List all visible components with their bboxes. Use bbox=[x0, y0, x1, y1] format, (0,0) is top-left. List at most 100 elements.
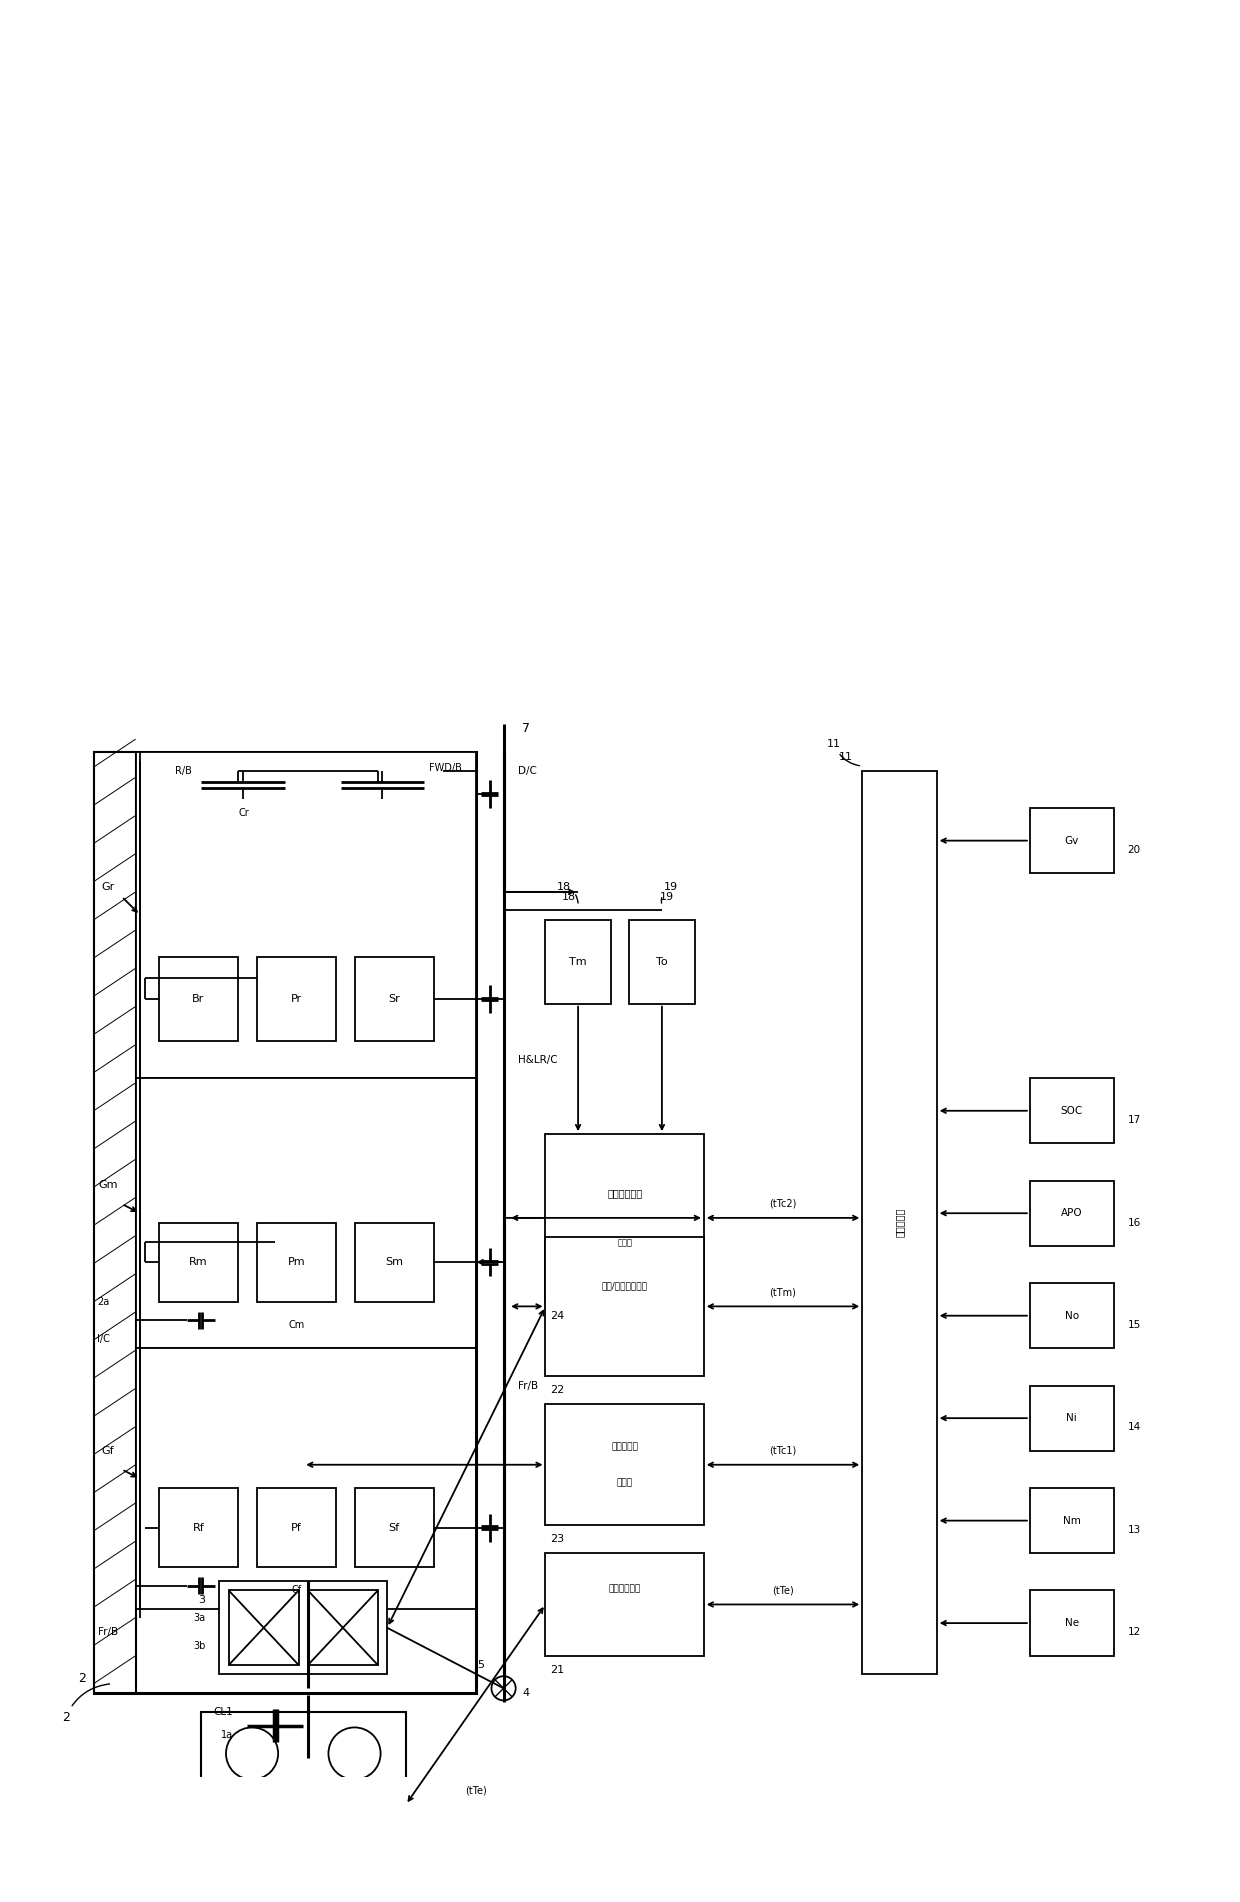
Bar bbox=[630, 921, 694, 1004]
Text: 1a: 1a bbox=[221, 1731, 233, 1740]
Text: (tTc1): (tTc1) bbox=[769, 1446, 796, 1455]
Text: 18: 18 bbox=[557, 883, 578, 903]
Bar bbox=[159, 1487, 238, 1567]
Text: Pf: Pf bbox=[291, 1524, 301, 1533]
Text: 17: 17 bbox=[1127, 1115, 1141, 1126]
Bar bbox=[1030, 1284, 1114, 1349]
Text: 13: 13 bbox=[1127, 1525, 1141, 1535]
Text: 15: 15 bbox=[1127, 1320, 1141, 1329]
Text: Cr: Cr bbox=[238, 808, 249, 818]
Text: 14: 14 bbox=[1127, 1423, 1141, 1432]
Bar bbox=[159, 1223, 238, 1301]
Text: Fr/B: Fr/B bbox=[517, 1381, 538, 1390]
Text: Rm: Rm bbox=[190, 1257, 208, 1267]
Text: 3b: 3b bbox=[193, 1641, 206, 1651]
Text: 2a: 2a bbox=[97, 1297, 109, 1307]
Text: FWD/B: FWD/B bbox=[429, 763, 463, 772]
Text: 控制器: 控制器 bbox=[616, 1478, 632, 1487]
Text: (tTc2): (tTc2) bbox=[769, 1198, 796, 1210]
Text: Cf: Cf bbox=[291, 1586, 301, 1596]
Text: Br: Br bbox=[192, 995, 205, 1004]
Bar bbox=[308, 1590, 378, 1664]
Bar bbox=[135, 1349, 476, 1609]
Bar bbox=[257, 1223, 336, 1301]
Text: D/C: D/C bbox=[517, 767, 537, 776]
Bar bbox=[1030, 1078, 1114, 1143]
Text: 21: 21 bbox=[551, 1664, 564, 1674]
Bar bbox=[546, 1404, 704, 1525]
Text: 变速器控制器: 变速器控制器 bbox=[608, 1187, 642, 1198]
Bar bbox=[135, 1078, 476, 1349]
Bar bbox=[135, 751, 476, 1078]
Text: H&LR/C: H&LR/C bbox=[517, 1054, 557, 1065]
Text: 12: 12 bbox=[1127, 1628, 1141, 1638]
Bar bbox=[355, 1223, 434, 1301]
Bar bbox=[257, 957, 336, 1040]
Text: To: To bbox=[656, 957, 667, 966]
Text: 5: 5 bbox=[476, 1660, 484, 1670]
Text: Nm: Nm bbox=[1063, 1516, 1081, 1525]
Text: 11: 11 bbox=[839, 751, 853, 763]
Text: (tTm): (tTm) bbox=[770, 1288, 796, 1297]
Bar bbox=[94, 751, 135, 1693]
Bar bbox=[201, 1712, 405, 1898]
Text: 22: 22 bbox=[551, 1385, 564, 1396]
Text: 发动机控制器: 发动机控制器 bbox=[609, 1584, 641, 1594]
Bar bbox=[257, 1487, 336, 1567]
Bar bbox=[546, 921, 610, 1004]
Bar bbox=[94, 751, 476, 1693]
Text: SOC: SOC bbox=[1060, 1105, 1083, 1116]
Text: 11: 11 bbox=[827, 740, 859, 767]
Text: (tTe): (tTe) bbox=[465, 1786, 486, 1795]
Bar bbox=[355, 957, 434, 1040]
Bar bbox=[546, 1236, 704, 1377]
Text: Fr/B: Fr/B bbox=[98, 1628, 119, 1638]
Text: 2: 2 bbox=[78, 1672, 87, 1685]
Bar bbox=[546, 1554, 704, 1657]
Text: 4: 4 bbox=[522, 1687, 529, 1698]
Text: 24: 24 bbox=[551, 1310, 564, 1320]
Bar bbox=[1030, 1487, 1114, 1554]
Text: Cm: Cm bbox=[288, 1320, 305, 1329]
Text: 第一耦合器: 第一耦合器 bbox=[611, 1442, 639, 1451]
Text: Gv: Gv bbox=[1065, 835, 1079, 846]
Text: 18: 18 bbox=[562, 892, 575, 902]
Bar bbox=[1030, 1181, 1114, 1246]
Text: 2: 2 bbox=[62, 1683, 109, 1723]
Bar bbox=[219, 1581, 387, 1674]
Text: No: No bbox=[1065, 1310, 1079, 1320]
Bar bbox=[862, 770, 936, 1674]
Text: Pr: Pr bbox=[290, 995, 301, 1004]
Bar bbox=[159, 957, 238, 1040]
Text: Pm: Pm bbox=[288, 1257, 305, 1267]
Text: 19: 19 bbox=[661, 883, 678, 903]
Text: Sf: Sf bbox=[388, 1524, 399, 1533]
Text: Gr: Gr bbox=[100, 883, 114, 892]
Bar bbox=[1030, 808, 1114, 873]
Text: CL1: CL1 bbox=[213, 1706, 233, 1718]
Text: Sr: Sr bbox=[388, 995, 401, 1004]
Text: 16: 16 bbox=[1127, 1217, 1141, 1227]
Text: R/B: R/B bbox=[175, 767, 191, 776]
Text: Ne: Ne bbox=[1065, 1619, 1079, 1628]
Text: 3: 3 bbox=[198, 1594, 206, 1605]
Text: 综合控制器: 综合控制器 bbox=[894, 1208, 904, 1236]
Text: Gm: Gm bbox=[98, 1181, 118, 1191]
Text: Rf: Rf bbox=[192, 1524, 205, 1533]
Text: APO: APO bbox=[1061, 1208, 1083, 1219]
Text: Gf: Gf bbox=[102, 1446, 114, 1455]
Text: 电机/发电机控制器: 电机/发电机控制器 bbox=[601, 1280, 647, 1290]
Text: 19: 19 bbox=[660, 892, 673, 902]
Text: 変速器: 変速器 bbox=[618, 1238, 632, 1248]
Bar bbox=[228, 1590, 299, 1664]
Text: (tTe): (tTe) bbox=[773, 1586, 794, 1596]
Bar bbox=[1030, 1385, 1114, 1451]
Bar bbox=[355, 1487, 434, 1567]
Text: 23: 23 bbox=[551, 1535, 564, 1544]
Bar bbox=[546, 1134, 704, 1301]
Text: 7: 7 bbox=[522, 723, 531, 736]
Text: Sm: Sm bbox=[386, 1257, 403, 1267]
Text: Tm: Tm bbox=[569, 957, 587, 966]
Text: 3a: 3a bbox=[193, 1613, 206, 1624]
Bar bbox=[1030, 1590, 1114, 1657]
